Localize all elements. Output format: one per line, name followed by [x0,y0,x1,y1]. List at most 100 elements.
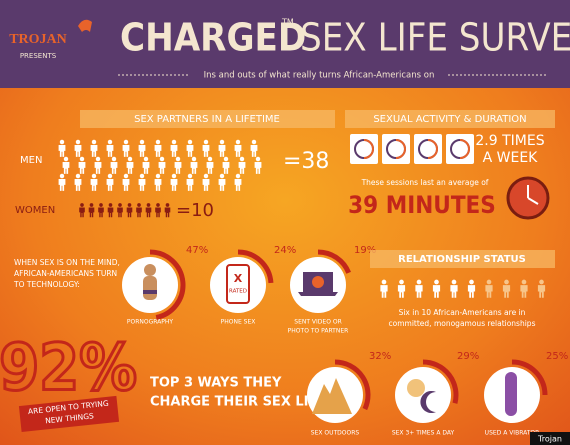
duration: 39 MINUTES [348,191,496,219]
person-body [126,161,134,174]
person-head [381,279,387,285]
item-label: SEX OUTDOORS [311,430,360,437]
person-body [520,285,528,298]
laptop-base [298,292,338,296]
person-body [502,285,511,298]
section-heading: SEXUAL ACTIVITY & DURATION [373,114,526,125]
person-body [397,285,406,298]
person-head [219,139,225,145]
percent-label: 19% [354,245,376,256]
person-body [74,178,82,191]
person-body [206,161,214,174]
person-head [127,156,133,162]
person-body [138,178,146,191]
percent-label: 47% [186,245,208,256]
banner-bg [18,395,120,432]
person-body [164,207,171,218]
technology-items: 47% PORNOGRAPHY 24% PHONE SEX 19% SENT VIDEO … [122,245,376,335]
person-body [186,144,194,157]
person-head [434,279,439,285]
section-heading: RELATIONSHIP STATUS [398,254,526,265]
person-head [107,139,113,145]
person-body [485,285,493,298]
men-label: MEN [20,155,42,166]
person-body [122,144,130,157]
relationship-text: committed, monogamous relationships [389,319,536,328]
play-button [312,276,324,288]
person-body [154,178,162,191]
person-body [238,161,246,174]
person-head [156,203,160,207]
item-label: USED A VIBRATOR [485,430,540,437]
person-head [255,156,261,162]
person-body [170,144,178,157]
title-rest: SEX LIFE SURVEY [300,16,570,60]
percent-arc [422,359,459,404]
person-body [138,144,146,157]
person-head [95,156,101,162]
person-head [111,156,117,162]
person-head [203,139,209,145]
doll-bikini [143,290,157,294]
phone-text: RATED [229,289,247,295]
person-head [59,139,65,145]
person-head [127,203,132,207]
person-body [537,285,546,298]
person-head [187,173,193,179]
person-head [504,279,509,285]
calendar [414,134,442,164]
person-head [108,203,113,207]
person-head [139,139,145,145]
person-body [432,285,441,298]
calendar-ring-half [395,139,406,159]
frequency: 2.9 TIMES [475,133,544,149]
person-body [154,144,162,157]
person-body [190,161,198,174]
header-band [0,0,570,88]
person-body [218,144,226,157]
person-body [142,161,150,174]
person-body [90,178,98,191]
trademark: TM [281,18,294,27]
subtitle: Ins and outs of what really turns Africa… [204,71,435,81]
person-body [222,161,230,174]
person-head [235,139,241,145]
calendar [446,134,474,164]
frequency: A WEEK [483,150,539,166]
phone-text: X [234,272,243,285]
item-label: SENT VIDEO OR [294,319,341,326]
person-head [191,156,197,162]
person-head [75,173,81,179]
brand-logo: TROJAN PRESENTS [9,19,92,60]
technology-intro-line: WHEN SEX IS ON THE MIND, [14,258,120,267]
clock-hand [527,197,539,205]
person-head [219,173,225,179]
men-pictogram [58,139,262,191]
women-pictogram [79,203,171,218]
phone [226,264,250,304]
person-head [203,173,209,179]
percent-label: 29% [457,351,479,362]
clock-icon [506,176,550,220]
person-body [90,144,98,157]
person-head [251,139,257,145]
person-head [451,279,457,285]
doll-body [143,276,157,300]
person-body [98,207,104,218]
person-head [165,203,170,207]
person-head [91,173,97,179]
person-head [155,139,161,145]
title-charged: CHARGED [120,16,306,60]
person-head [521,279,527,285]
person-body [74,144,82,157]
person-head [469,279,474,285]
calendar [382,134,410,164]
vibrator-icon [505,372,517,416]
percent-arc [237,249,274,284]
person-body [174,161,182,174]
percent-label: 24% [274,245,296,256]
person-body [78,161,86,174]
person-head [123,173,129,179]
person-body [254,161,262,174]
person-body [117,207,123,218]
